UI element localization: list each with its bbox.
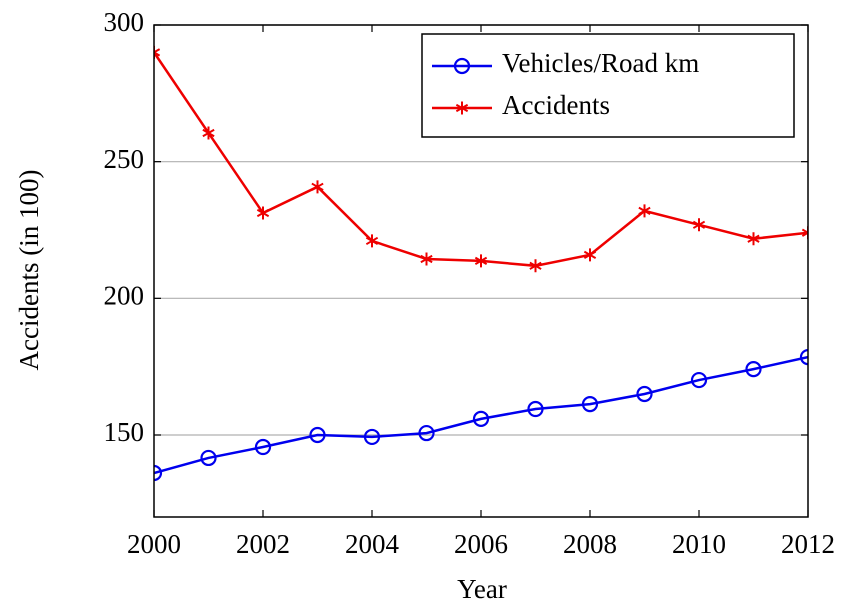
x-tick-label: 2012 xyxy=(781,529,835,559)
legend-box xyxy=(421,33,795,138)
marker xyxy=(692,218,706,232)
legend-label: Vehicles/Road km xyxy=(502,48,699,78)
marker xyxy=(638,204,651,218)
marker xyxy=(529,259,542,273)
marker xyxy=(581,396,599,413)
marker xyxy=(801,226,808,240)
marker xyxy=(799,349,808,366)
marker xyxy=(311,180,324,194)
x-tick-label: 2008 xyxy=(563,529,617,559)
marker xyxy=(254,438,272,456)
marker xyxy=(309,426,326,444)
marker xyxy=(200,449,217,467)
series xyxy=(154,349,808,482)
marker xyxy=(154,45,161,59)
x-tick-label: 2000 xyxy=(127,529,181,559)
x-axis-label: Year xyxy=(457,574,507,604)
y-tick-label: 150 xyxy=(104,417,145,447)
x-tick-label: 2010 xyxy=(672,529,726,559)
plot-frame xyxy=(153,24,809,518)
x-tick-label: 2002 xyxy=(236,529,290,559)
marker xyxy=(420,252,433,266)
marker xyxy=(202,126,215,140)
marker xyxy=(418,424,435,442)
marker xyxy=(745,361,762,378)
marker xyxy=(365,234,379,248)
marker xyxy=(474,254,488,268)
x-tick-label: 2004 xyxy=(345,529,400,559)
marker xyxy=(690,371,708,389)
marker xyxy=(455,101,469,115)
legend-label: Accidents xyxy=(502,90,610,120)
y-tick-label: 200 xyxy=(104,281,145,311)
marker xyxy=(527,400,544,418)
marker xyxy=(747,232,760,246)
y-tick-label: 250 xyxy=(104,144,145,174)
y-axis-label: Accidents (in 100) xyxy=(14,170,44,371)
marker xyxy=(453,57,471,75)
marker xyxy=(363,428,381,446)
y-tick-label: 300 xyxy=(104,7,145,37)
marker xyxy=(256,206,270,220)
marker xyxy=(583,248,597,262)
x-tick-label: 2006 xyxy=(454,529,508,559)
marker xyxy=(154,464,163,482)
line xyxy=(154,355,808,475)
marker xyxy=(472,410,490,427)
series xyxy=(154,45,808,273)
legend: Vehicles/Road km Accidents xyxy=(421,33,795,138)
plot xyxy=(154,45,808,482)
marker xyxy=(636,385,653,403)
